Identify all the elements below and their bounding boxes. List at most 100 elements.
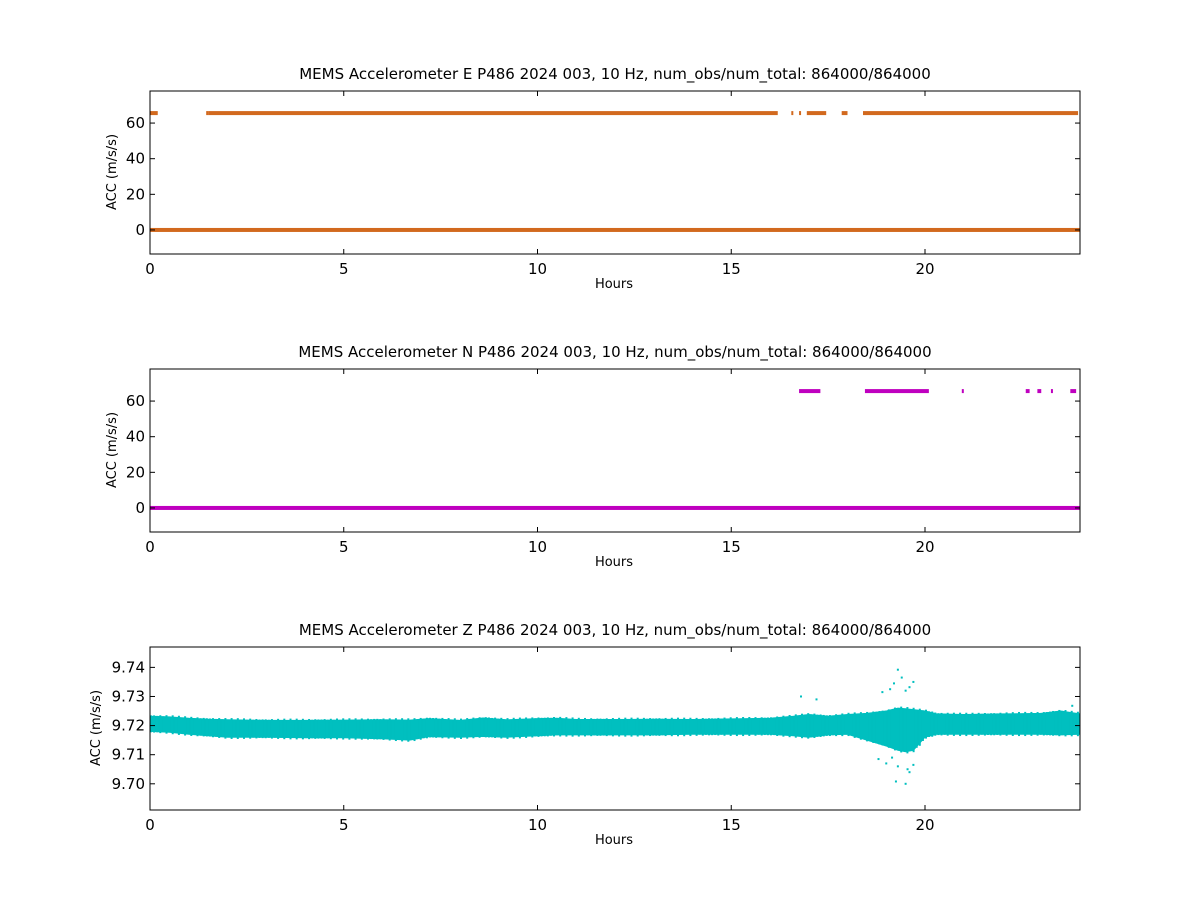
data-noise-vertical-1920 — [894, 707, 896, 751]
data-noise-vertical-776 — [450, 719, 453, 738]
x-tick-label-vertical-4: 20 — [915, 816, 934, 834]
data-noise-vertical-208 — [230, 718, 233, 739]
y-tick-label-north-1: 20 — [126, 463, 145, 481]
data-noise-vertical-1440 — [708, 718, 710, 736]
data-noise-vertical-2152 — [983, 712, 986, 736]
data-noise-vertical-880 — [491, 717, 493, 738]
data-point-vertical-6 — [904, 689, 907, 692]
data-noise-vertical-2168 — [990, 713, 993, 736]
data-noise-vertical-2344 — [1058, 709, 1061, 737]
data-layer-vertical — [150, 668, 1080, 785]
data-noise-vertical-552 — [363, 719, 366, 739]
data-noise-vertical-1128 — [587, 719, 590, 736]
data-noise-vertical-816 — [466, 718, 469, 739]
data-noise-vertical-2088 — [959, 712, 962, 737]
data-noise-vertical-952 — [518, 717, 521, 739]
data-noise-vertical-72 — [177, 715, 180, 735]
data-noise-vertical-1072 — [565, 717, 568, 737]
data-noise-vertical-792 — [456, 720, 459, 738]
data-point-vertical-13 — [896, 765, 899, 768]
data-noise-vertical-408 — [308, 718, 311, 740]
data-noise-vertical-200 — [227, 719, 230, 738]
data-noise-vertical-760 — [444, 719, 447, 738]
data-band-east-1-1 — [206, 111, 209, 116]
data-noise-vertical-1000 — [537, 717, 540, 737]
data-noise-vertical-1888 — [881, 710, 884, 746]
data-noise-vertical-1176 — [605, 718, 608, 737]
y-tick-label-east-1: 20 — [126, 185, 145, 203]
data-noise-vertical-392 — [301, 718, 304, 740]
data-noise-vertical-8 — [153, 715, 156, 733]
data-noise-vertical-1208 — [618, 717, 621, 737]
x-tick-label-east-0: 0 — [145, 260, 155, 278]
data-noise-vertical-88 — [184, 716, 187, 736]
data-noise-vertical-1864 — [872, 711, 875, 743]
data-noise-vertical-2136 — [977, 712, 980, 736]
data-noise-vertical-328 — [277, 718, 280, 739]
data-noise-vertical-104 — [190, 716, 193, 736]
chart-title-north: MEMS Accelerometer N P486 2024 003, 10 H… — [298, 343, 931, 362]
plot-area-north — [149, 368, 1081, 533]
data-noise-vertical-1600 — [770, 717, 772, 736]
data-band-east-1-5 — [806, 111, 827, 116]
data-noise-vertical-2248 — [1021, 713, 1024, 735]
data-noise-vertical-2296 — [1039, 712, 1042, 735]
data-noise-vertical-2008 — [928, 711, 931, 737]
data-noise-vertical-2256 — [1024, 711, 1027, 737]
data-noise-vertical-1544 — [748, 717, 751, 736]
data-noise-vertical-312 — [270, 719, 273, 739]
data-noise-vertical-904 — [500, 717, 503, 739]
data-noise-vertical-528 — [354, 718, 357, 740]
data-noise-vertical-1560 — [754, 717, 757, 736]
data-noise-vertical-464 — [329, 718, 332, 740]
data-noise-vertical-1408 — [695, 717, 698, 736]
data-noise-vertical-496 — [342, 718, 345, 740]
data-noise-vertical-2208 — [1005, 712, 1008, 736]
data-noise-vertical-248 — [246, 719, 249, 738]
data-noise-vertical-120 — [196, 717, 199, 737]
data-noise-vertical-1760 — [832, 715, 834, 736]
data-noise-vertical-1392 — [689, 717, 692, 737]
data-noise-vertical-1240 — [630, 717, 633, 737]
data-noise-vertical-896 — [497, 718, 500, 738]
data-noise-vertical-944 — [515, 719, 518, 737]
data-noise-vertical-1720 — [816, 714, 819, 737]
data-noise-vertical-1344 — [670, 717, 673, 737]
data-noise-vertical-2232 — [1014, 713, 1017, 735]
y-axis-label-vertical: ACC (m/s/s) — [89, 690, 104, 766]
data-noise-vertical-1832 — [859, 712, 862, 740]
data-noise-vertical-624 — [391, 719, 394, 740]
data-noise-vertical-2368 — [1067, 711, 1070, 735]
axes-frame-east — [149, 90, 1081, 255]
data-noise-vertical-1784 — [841, 713, 844, 737]
data-noise-vertical-1320 — [661, 718, 664, 736]
x-ticks-east: 0 5 10 15 20 — [145, 91, 935, 278]
y-tick-label-north-3: 60 — [126, 392, 145, 410]
data-noise-vertical-304 — [267, 719, 270, 738]
data-noise-vertical-1928 — [897, 708, 900, 751]
data-noise-vertical-80 — [181, 717, 183, 734]
data-point-vertical-19 — [1071, 704, 1074, 707]
data-noise-vertical-1352 — [673, 719, 676, 735]
data-noise-vertical-96 — [187, 718, 190, 735]
data-noise-vertical-1704 — [810, 714, 813, 738]
data-noise-vertical-696 — [419, 717, 422, 740]
data-noise-vertical-688 — [416, 719, 419, 740]
data-noise-vertical-640 — [398, 719, 400, 740]
data-point-vertical-18 — [891, 756, 894, 759]
chart-panel-east: MEMS Accelerometer E P486 2024 003, 10 H… — [105, 65, 1081, 292]
data-noise-vertical-992 — [534, 718, 537, 737]
data-noise-vertical-400 — [305, 720, 307, 739]
data-noise-vertical-2288 — [1036, 712, 1039, 736]
data-noise-vertical-1504 — [732, 718, 735, 735]
data-point-vertical-15 — [912, 763, 915, 766]
data-noise-vertical-472 — [332, 719, 335, 739]
data-noise-vertical-1264 — [639, 719, 642, 736]
data-noise-vertical-912 — [503, 719, 506, 738]
data-noise-vertical-1144 — [593, 718, 596, 736]
y-tick-label-vertical-2: 9.72 — [112, 717, 145, 735]
data-noise-vertical-144 — [205, 718, 208, 737]
data-noise-vertical-1752 — [828, 715, 831, 737]
x-tick-label-north-4: 20 — [915, 538, 934, 556]
data-noise-vertical-1296 — [652, 718, 655, 736]
